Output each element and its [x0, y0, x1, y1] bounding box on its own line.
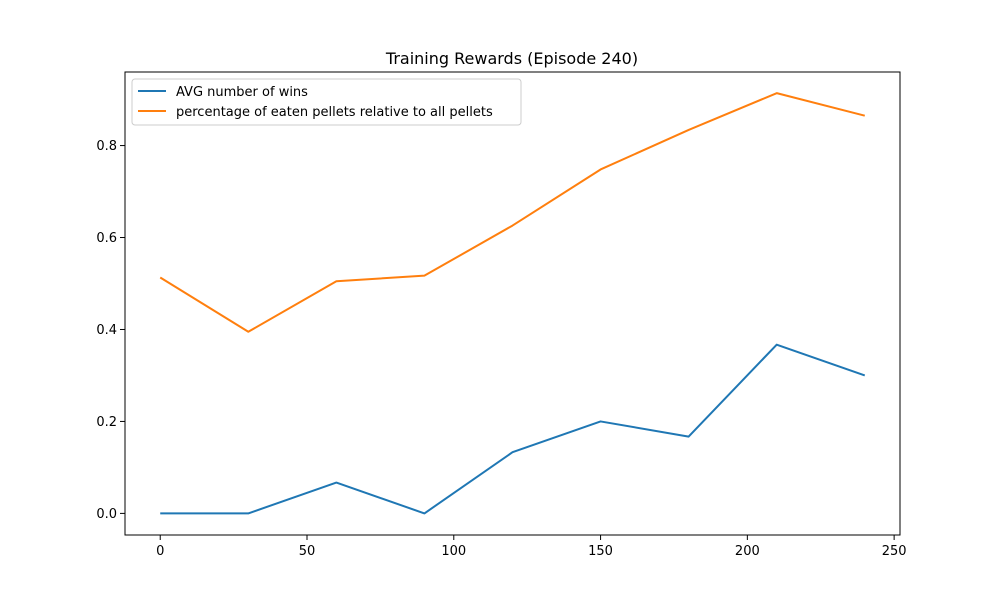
x-tick-label: 150: [588, 544, 613, 559]
series-layer: [159, 92, 866, 515]
legend-label-pellets: percentage of eaten pellets relative to …: [176, 105, 493, 120]
y-axis-ticks: 0.0 0.2 0.4 0.6 0.8: [96, 139, 125, 522]
series-line-1: [159, 92, 866, 333]
plot-area-frame: [124, 71, 901, 536]
x-tick-label: 250: [882, 544, 907, 559]
legend: AVG number of wins percentage of eaten p…: [131, 78, 522, 126]
y-tick-label: 0.4: [96, 323, 117, 338]
x-tick-label: 100: [441, 544, 466, 559]
x-tick-label: 50: [299, 544, 316, 559]
chart-title: Training Rewards (Episode 240): [385, 49, 638, 68]
series-line-0: [160, 343, 866, 515]
legend-label-avg-wins: AVG number of wins: [176, 85, 308, 100]
x-tick-label: 200: [735, 544, 760, 559]
y-tick-label: 0.2: [96, 415, 117, 430]
y-tick-label: 0.6: [96, 231, 117, 246]
legend-frame: [131, 78, 522, 126]
x-axis-ticks: 0 50 100 150 200 250: [156, 535, 907, 559]
x-tick-label: 0: [156, 544, 164, 559]
y-tick-label: 0.0: [96, 507, 117, 522]
y-tick-label: 0.8: [96, 139, 117, 154]
